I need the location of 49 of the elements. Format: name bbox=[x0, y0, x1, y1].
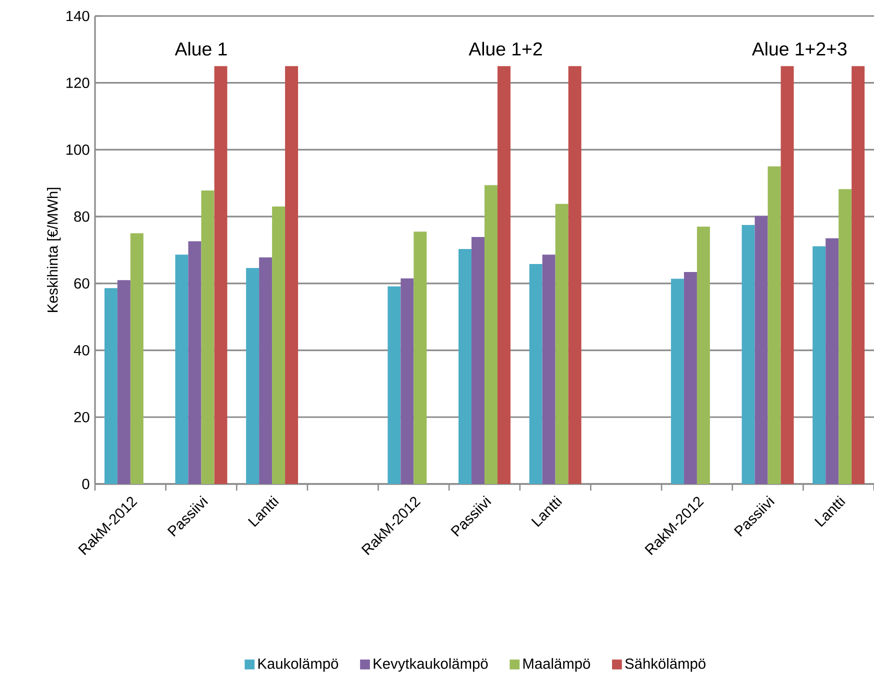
bar bbox=[458, 248, 472, 484]
y-tick-label: 120 bbox=[66, 78, 90, 88]
bar bbox=[568, 66, 582, 484]
bar bbox=[175, 254, 188, 484]
annotation: Alue 1+2+3 bbox=[752, 42, 847, 56]
bar bbox=[852, 66, 865, 484]
bar bbox=[812, 246, 826, 484]
y-tick-label: 140 bbox=[66, 10, 90, 22]
y-tick-label: 100 bbox=[66, 144, 90, 155]
y-tick-label: 20 bbox=[74, 412, 90, 422]
bar bbox=[472, 236, 485, 484]
bar bbox=[780, 66, 794, 484]
bar bbox=[670, 278, 684, 484]
bar bbox=[246, 268, 260, 484]
y-tick-label: 0 bbox=[82, 478, 90, 490]
annotation: Alue 1+2 bbox=[468, 42, 542, 56]
bar bbox=[696, 226, 710, 484]
bar bbox=[188, 241, 202, 484]
bar bbox=[684, 272, 697, 484]
bar bbox=[201, 190, 214, 484]
bar bbox=[214, 66, 228, 484]
bar bbox=[414, 232, 427, 484]
y-tick-label: 40 bbox=[74, 345, 90, 356]
bar bbox=[285, 66, 298, 484]
bar bbox=[768, 166, 781, 484]
bar bbox=[272, 206, 286, 484]
legend-label: Sähkölämpö bbox=[625, 658, 706, 672]
bar bbox=[498, 66, 511, 484]
annotation: Alue 1 bbox=[174, 42, 227, 56]
bar bbox=[529, 264, 542, 484]
bar bbox=[259, 257, 272, 484]
bar bbox=[542, 254, 556, 484]
bar bbox=[484, 185, 498, 484]
legend-label: Maalämpö bbox=[523, 658, 590, 672]
y-tick-label: 80 bbox=[74, 211, 90, 222]
bar bbox=[130, 233, 144, 484]
bar bbox=[826, 238, 839, 484]
bar bbox=[754, 216, 768, 484]
y-axis-title: Keskihinta [€/MWh] bbox=[47, 188, 61, 312]
bar bbox=[117, 280, 130, 484]
bar bbox=[400, 278, 414, 484]
y-tick-label: 60 bbox=[74, 278, 90, 289]
bar bbox=[742, 224, 755, 484]
bar bbox=[838, 189, 852, 484]
legend-label: Kaukolämpö bbox=[258, 658, 338, 672]
bar bbox=[555, 204, 568, 484]
bar bbox=[104, 288, 118, 484]
bar bbox=[388, 286, 401, 484]
legend-label: Kevytkaukolämpö bbox=[374, 658, 488, 672]
